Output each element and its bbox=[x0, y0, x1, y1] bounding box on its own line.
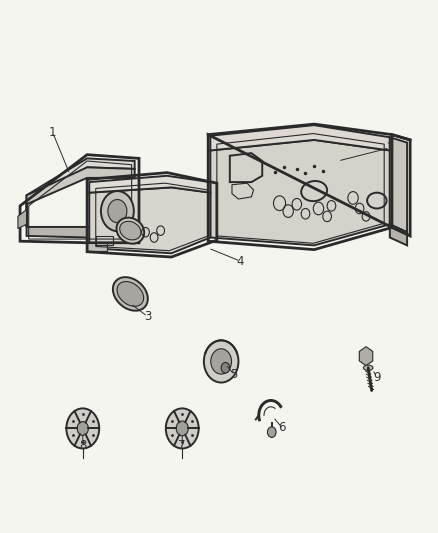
Polygon shape bbox=[87, 243, 106, 251]
Text: 6: 6 bbox=[278, 421, 286, 434]
Polygon shape bbox=[27, 227, 134, 238]
Polygon shape bbox=[27, 158, 134, 204]
Circle shape bbox=[221, 362, 230, 373]
Polygon shape bbox=[89, 176, 210, 192]
Text: 7: 7 bbox=[179, 439, 186, 453]
Circle shape bbox=[176, 421, 188, 436]
Polygon shape bbox=[390, 138, 407, 232]
Ellipse shape bbox=[117, 217, 144, 244]
Text: 2: 2 bbox=[386, 141, 394, 155]
Text: 9: 9 bbox=[373, 371, 381, 384]
Circle shape bbox=[204, 341, 238, 383]
Ellipse shape bbox=[117, 281, 144, 306]
Circle shape bbox=[268, 427, 276, 438]
Polygon shape bbox=[27, 167, 134, 227]
Text: 3: 3 bbox=[144, 310, 152, 323]
Polygon shape bbox=[18, 209, 27, 229]
Text: 1: 1 bbox=[49, 125, 56, 139]
Text: 8: 8 bbox=[79, 439, 86, 453]
Polygon shape bbox=[390, 224, 407, 245]
Circle shape bbox=[77, 422, 88, 435]
Circle shape bbox=[166, 408, 199, 448]
Polygon shape bbox=[210, 140, 390, 245]
Ellipse shape bbox=[120, 221, 141, 240]
Polygon shape bbox=[89, 188, 210, 253]
Circle shape bbox=[66, 408, 99, 448]
Ellipse shape bbox=[113, 277, 148, 311]
Polygon shape bbox=[210, 125, 390, 150]
Text: 5: 5 bbox=[230, 368, 238, 381]
Ellipse shape bbox=[364, 365, 373, 370]
Circle shape bbox=[101, 191, 134, 231]
Text: 4: 4 bbox=[237, 255, 244, 268]
Polygon shape bbox=[359, 346, 373, 366]
Circle shape bbox=[108, 199, 127, 223]
Circle shape bbox=[211, 349, 232, 374]
